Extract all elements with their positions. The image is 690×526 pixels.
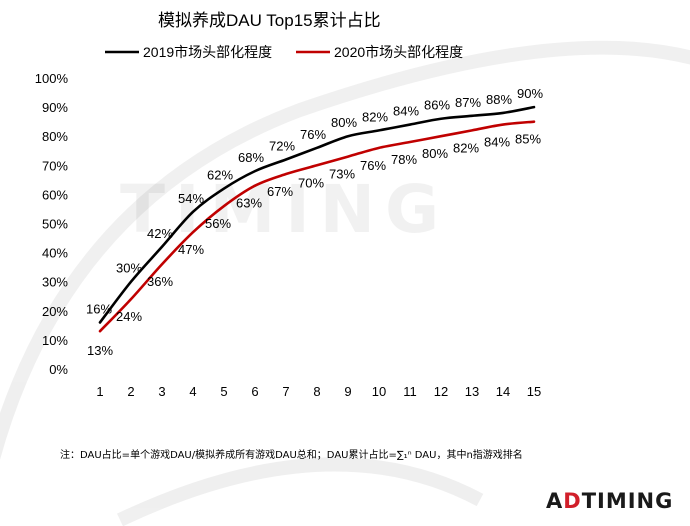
legend-label-2019: 2019市场头部化程度 bbox=[143, 44, 272, 60]
brand-prefix: A bbox=[546, 489, 564, 513]
x-tick-label: 8 bbox=[313, 384, 320, 399]
data-label-2020: 24% bbox=[116, 309, 142, 324]
y-tick-label: 30% bbox=[42, 275, 68, 290]
y-tick-label: 60% bbox=[42, 187, 68, 202]
data-label-2020: 76% bbox=[360, 158, 386, 173]
data-label-2020: 56% bbox=[205, 216, 231, 231]
x-tick-label: 10 bbox=[372, 384, 386, 399]
x-tick-label: 5 bbox=[220, 384, 227, 399]
y-tick-label: 80% bbox=[42, 129, 68, 144]
data-label-2019: 54% bbox=[178, 191, 204, 206]
data-label-2020: 85% bbox=[515, 132, 541, 147]
x-tick-label: 13 bbox=[465, 384, 479, 399]
data-label-2019: 62% bbox=[207, 168, 233, 183]
data-label-2020: 36% bbox=[147, 274, 173, 289]
y-tick-label: 20% bbox=[42, 304, 68, 319]
x-tick-label: 15 bbox=[527, 384, 541, 399]
chart-title: 模拟养成DAU Top15累计占比 bbox=[158, 11, 381, 30]
y-tick-label: 10% bbox=[42, 333, 68, 348]
y-tick-label: 100% bbox=[35, 71, 69, 86]
series-lines bbox=[98, 105, 536, 333]
data-label-2020: 67% bbox=[267, 184, 293, 199]
x-tick-label: 2 bbox=[127, 384, 134, 399]
y-tick-label: 90% bbox=[42, 100, 68, 115]
data-label-2020: 13% bbox=[87, 343, 113, 358]
legend-label-2020: 2020市场头部化程度 bbox=[334, 44, 463, 60]
y-tick-label: 0% bbox=[49, 362, 68, 377]
x-tick-label: 12 bbox=[434, 384, 448, 399]
x-tick-label: 9 bbox=[344, 384, 351, 399]
data-label-2019: 82% bbox=[362, 109, 388, 124]
data-label-2019: 87% bbox=[455, 95, 481, 110]
x-tick-label: 6 bbox=[251, 384, 258, 399]
brand-mark: D bbox=[563, 489, 582, 513]
watermark bbox=[0, 40, 690, 526]
series-line-2020 bbox=[98, 120, 536, 333]
data-label-2020: 63% bbox=[236, 196, 262, 211]
data-label-2019: 42% bbox=[147, 226, 173, 241]
series-line-2019 bbox=[98, 105, 536, 324]
data-label-2019: 16% bbox=[86, 301, 112, 316]
data-label-2019: 72% bbox=[269, 138, 295, 153]
brand-rest: TIMING bbox=[581, 489, 674, 513]
data-label-2020: 80% bbox=[422, 146, 448, 161]
data-label-2020: 47% bbox=[178, 242, 204, 257]
data-label-2020: 73% bbox=[329, 167, 355, 182]
data-labels: 16% 30% 42% 54%62% 68% 72% 76% 80% 82% 84% 86% 87% 8… bbox=[86, 86, 543, 358]
legend: 2019市场头部化程度 2020市场头部化程度 bbox=[105, 44, 463, 60]
data-label-2020: 78% bbox=[391, 152, 417, 167]
x-tick-label: 3 bbox=[158, 384, 165, 399]
x-tick-label: 4 bbox=[189, 384, 196, 399]
data-label-2019: 30% bbox=[116, 261, 142, 276]
data-label-2020: 70% bbox=[298, 175, 324, 190]
data-label-2019: 88% bbox=[486, 92, 512, 107]
data-label-2019: 86% bbox=[424, 98, 450, 113]
y-tick-label: 50% bbox=[42, 217, 68, 232]
data-label-2019: 68% bbox=[238, 150, 264, 165]
y-tick-label: 40% bbox=[42, 246, 68, 261]
data-label-2020: 84% bbox=[484, 135, 510, 150]
y-axis: 0% 10% 20% 30% 40% 50% 60% 70% 80% 90% 100% bbox=[35, 71, 69, 377]
data-label-2019: 76% bbox=[300, 127, 326, 142]
brand-logo: ADTIMING bbox=[546, 489, 673, 513]
x-tick-label: 14 bbox=[496, 384, 510, 399]
footnote: 注：DAU占比=单个游戏DAU/模拟养成所有游戏DAU总和；DAU累计占比=∑₁… bbox=[60, 450, 523, 461]
y-tick-label: 70% bbox=[42, 158, 68, 173]
x-tick-label: 1 bbox=[96, 384, 103, 399]
data-label-2020: 82% bbox=[453, 140, 479, 155]
data-label-2019: 80% bbox=[331, 115, 357, 130]
x-tick-label: 7 bbox=[282, 384, 289, 399]
x-tick-label: 11 bbox=[403, 384, 417, 399]
data-label-2019: 84% bbox=[393, 104, 419, 119]
x-axis: 1 2 3 4 5 6 7 8 9 10 11 12 13 14 15 bbox=[96, 384, 541, 399]
data-label-2019: 90% bbox=[517, 86, 543, 101]
